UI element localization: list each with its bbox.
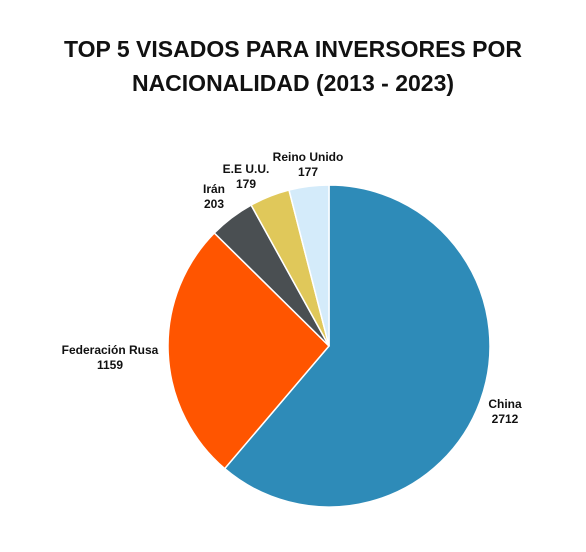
slice-label-value: 177: [298, 165, 318, 179]
slice-label-value: 1159: [97, 358, 123, 372]
pie-slices: [167, 184, 491, 508]
pie-slice-federaci-n-rusa: [167, 231, 331, 470]
chart-title-line1: TOP 5 VISADOS PARA INVERSORES POR: [64, 36, 522, 62]
slice-label-name: E.E U.U.: [223, 162, 270, 176]
slice-label-name: Federación Rusa: [62, 343, 159, 357]
slice-label-name: China: [488, 397, 522, 411]
chart-title: TOP 5 VISADOS PARA INVERSORES POR NACION…: [0, 32, 586, 100]
pie-slice-reino-unido: [288, 184, 330, 347]
slice-label-name: Irán: [203, 182, 225, 196]
slice-label-name: Reino Unido: [273, 150, 344, 164]
pie-slice-china: [223, 184, 491, 508]
slice-label-value: 203: [204, 197, 224, 211]
slice-label-value: 2712: [492, 412, 519, 426]
slice-label-value: 179: [236, 177, 256, 191]
chart-title-line2: NACIONALIDAD (2013 - 2023): [131, 70, 455, 96]
